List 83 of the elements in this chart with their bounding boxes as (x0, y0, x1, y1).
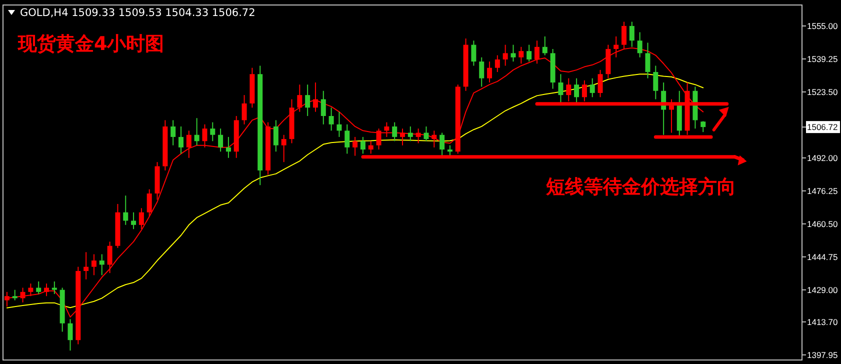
candlestick (510, 44, 516, 62)
candlestick (471, 40, 476, 66)
candlestick (637, 32, 642, 58)
candlestick (178, 126, 184, 154)
candlestick (281, 134, 286, 163)
candlestick (526, 44, 532, 62)
candlestick (194, 118, 200, 146)
candlestick (494, 54, 500, 73)
candlestick (384, 122, 390, 138)
candlestick (320, 90, 326, 125)
candlestick (534, 40, 540, 64)
candlestick (99, 254, 104, 276)
candlestick (376, 128, 382, 150)
candlestick (52, 280, 57, 295)
candlestick (170, 120, 176, 146)
candlestick (146, 188, 152, 218)
candlestick (218, 128, 224, 152)
y-tick-label: 1429.00 (807, 284, 838, 295)
candlestick (12, 289, 18, 301)
candlestick (312, 82, 318, 112)
y-tick-label: 1460.50 (807, 218, 838, 229)
candlestick (368, 140, 374, 154)
candlestick (360, 136, 366, 154)
candlestick (186, 130, 192, 158)
candlestick (273, 120, 278, 152)
candlestick (700, 120, 706, 133)
candlestick (518, 46, 524, 64)
candlestick (242, 94, 247, 125)
candlestick (432, 130, 437, 148)
candlestick (668, 98, 674, 134)
y-tick-label: 1555.00 (807, 20, 838, 31)
candlestick (416, 128, 421, 144)
candlestick (131, 212, 136, 230)
candlestick (566, 78, 572, 102)
candlestick (84, 252, 89, 280)
candlestick (598, 69, 603, 98)
candlestick (336, 111, 342, 138)
candlestick (328, 107, 334, 132)
candlestick (502, 44, 508, 66)
candlestick (91, 254, 96, 276)
candlestick (622, 21, 627, 50)
candlestick (138, 208, 144, 230)
candlestick (4, 291, 10, 308)
candlestick (542, 36, 548, 56)
candlestick (28, 283, 34, 297)
candlestick (558, 74, 564, 104)
candlestick (20, 287, 26, 303)
candlestick (36, 280, 42, 295)
y-tick-label: 1476.25 (807, 186, 838, 196)
y-tick-label: 1397.95 (807, 350, 838, 360)
candlestick (645, 42, 650, 79)
y-tick-label: 1506.72 (807, 122, 838, 132)
annotation: GOLD,H4 1509.33 1509.53 1504.33 1506.72 (20, 7, 256, 19)
candlestick (68, 318, 73, 352)
candlestick (590, 78, 595, 98)
y-tick-label: 1413.70 (807, 316, 838, 327)
text: 现货黄金4小时图 (17, 33, 164, 55)
annotation: 短线等待金价选择方向 (545, 176, 736, 198)
candlestick (44, 283, 50, 297)
candlestick (305, 84, 310, 117)
candlestick (653, 65, 658, 100)
y-tick-label: 1539.25 (807, 54, 838, 64)
candlestick (352, 136, 358, 156)
y-tick-label: 1492.00 (807, 152, 838, 163)
candlestick (210, 122, 216, 142)
candlestick (344, 124, 350, 154)
candlestick (226, 136, 231, 158)
candlestick (392, 122, 398, 142)
candlestick (479, 56, 484, 88)
y-tick-label: 1523.50 (807, 86, 838, 97)
candlestick (629, 21, 634, 48)
candlestick (408, 126, 413, 142)
candlestick (107, 241, 112, 274)
candlestick (487, 61, 492, 83)
candlestick (574, 78, 580, 104)
candlestick (400, 128, 405, 146)
candlestick (614, 36, 619, 58)
candlestick (297, 84, 302, 112)
candlestick (123, 195, 128, 226)
candlestick (424, 126, 429, 142)
y-tick-label: 1444.75 (807, 252, 838, 262)
candlestick (582, 80, 587, 102)
candlestick (202, 124, 208, 148)
